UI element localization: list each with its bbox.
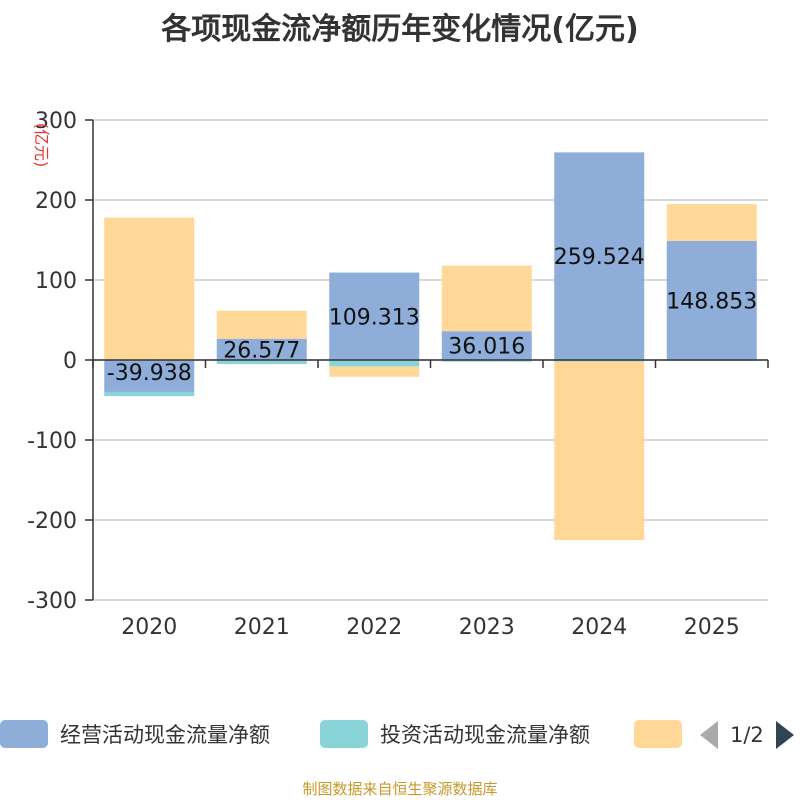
legend-swatch-investing <box>320 720 368 748</box>
bar-series1-2023 <box>441 360 532 362</box>
x-tick-label: 2025 <box>684 615 740 640</box>
bar-series0-2024 <box>554 152 645 360</box>
x-tick-label: 2020 <box>121 615 177 640</box>
bar-series0-2023 <box>441 331 532 360</box>
y-axis-title: (亿元) <box>32 123 51 168</box>
bar-series2-2024 <box>554 361 645 540</box>
legend-page-indicator: 1/2 <box>730 723 764 747</box>
bar-series0-2025 <box>666 240 757 360</box>
bar-series0-2022 <box>329 272 420 360</box>
y-tick-label: -300 <box>27 589 77 614</box>
data-labels: -39.938 26.577 109.313 36.016 259.524 148.853 <box>107 245 757 386</box>
x-tick-label: 2024 <box>571 615 627 640</box>
axes: 300 200 100 0 -100 -200 -300 2020 2021 2022 2023 20… <box>27 109 769 640</box>
data-label-2023: 36.016 <box>448 335 525 360</box>
legend-label-operating: 经营活动现金流量净额 <box>60 723 270 747</box>
legend: 经营活动现金流量净额 投资活动现金流量净额 1/2 <box>0 712 800 758</box>
chart-title: 各项现金流净额历年变化情况(亿元) <box>161 12 639 47</box>
y-tick-label: -200 <box>27 509 77 534</box>
chevron-left-icon[interactable] <box>700 721 718 749</box>
x-tick-label: 2023 <box>459 615 515 640</box>
bar-series2-2023 <box>441 265 532 332</box>
bar-series2-2021 <box>216 310 307 339</box>
legend-item-investing[interactable]: 投资活动现金流量净额 <box>320 718 590 750</box>
legend-swatch-financing <box>634 720 682 748</box>
data-label-2022: 109.313 <box>329 305 420 330</box>
y-tick-label: 0 <box>63 349 77 374</box>
bar-series2-2020 <box>104 217 195 360</box>
legend-item-financing[interactable] <box>634 718 682 750</box>
source-note: 制图数据来自恒生聚源数据库 <box>302 780 498 798</box>
data-label-2020: -39.938 <box>107 361 192 386</box>
data-label-2025: 148.853 <box>666 289 757 314</box>
bar-series1-2024 <box>554 360 645 362</box>
legend-pager: 1/2 <box>700 720 794 750</box>
x-tick-label: 2021 <box>234 615 290 640</box>
y-tick-label: 200 <box>35 189 77 214</box>
x-tick-label: 2022 <box>346 615 402 640</box>
data-label-2021: 26.577 <box>223 338 300 363</box>
chevron-right-icon[interactable] <box>775 721 794 749</box>
bar-series1-2020 <box>104 391 195 396</box>
bar-layer <box>104 152 757 540</box>
legend-swatch-operating <box>0 720 48 748</box>
bar-series2-2022 <box>329 366 420 377</box>
bar-series0-2020 <box>104 360 195 392</box>
legend-label-investing: 投资活动现金流量净额 <box>380 723 590 747</box>
y-tick-label: 300 <box>35 109 77 134</box>
y-tick-label: -100 <box>27 429 77 454</box>
bar-series1-2021 <box>216 360 307 364</box>
legend-item-operating[interactable]: 经营活动现金流量净额 <box>0 718 270 750</box>
y-tick-label: 100 <box>35 269 77 294</box>
data-label-2024: 259.524 <box>554 245 645 270</box>
bar-series1-2022 <box>329 360 420 367</box>
chart-plot: 300 200 100 0 -100 -200 -300 2020 2021 2022 2023 20… <box>27 109 769 640</box>
bar-series0-2021 <box>216 338 307 360</box>
bar-series2-2025 <box>666 204 757 241</box>
